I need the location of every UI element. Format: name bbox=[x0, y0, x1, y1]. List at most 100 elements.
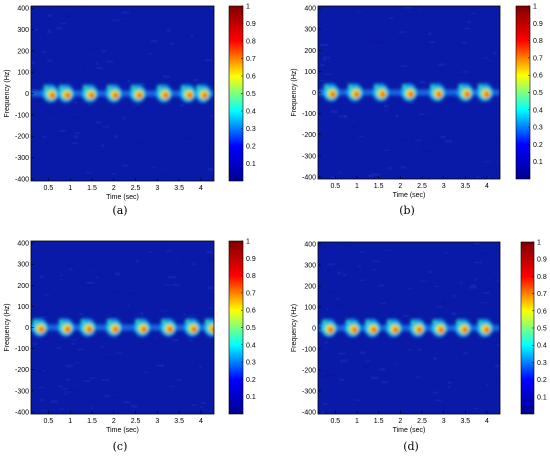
colorbar-tick-label: 0.9 bbox=[246, 256, 256, 263]
noise-cell bbox=[497, 161, 500, 163]
y-tick-label: 400 bbox=[17, 6, 29, 13]
x-tick-label: 3 bbox=[442, 183, 446, 190]
noise-cell bbox=[410, 402, 418, 405]
noise-cell bbox=[60, 22, 67, 25]
noise-cell bbox=[494, 169, 498, 172]
noise-cell bbox=[188, 314, 196, 316]
noise-cell bbox=[120, 86, 123, 89]
noise-cell bbox=[95, 62, 99, 66]
noise-cell bbox=[389, 16, 393, 20]
noise-cell bbox=[395, 114, 399, 118]
noise-cell bbox=[68, 268, 73, 271]
noise-cell bbox=[328, 242, 337, 244]
noise-cell bbox=[197, 341, 205, 344]
y-tick-label: -100 bbox=[302, 346, 316, 353]
noise-cell bbox=[212, 85, 214, 89]
colorbar-tick-label: 0.4 bbox=[246, 109, 256, 116]
y-tick-label: -200 bbox=[15, 134, 29, 141]
noise-cell bbox=[453, 294, 456, 297]
noise-cell bbox=[393, 151, 401, 153]
noise-cell bbox=[362, 15, 369, 18]
colorbar-tick-label: 0.1 bbox=[533, 159, 543, 166]
noise-cell bbox=[483, 39, 486, 43]
noise-cell bbox=[150, 7, 153, 9]
noise-cell bbox=[354, 399, 361, 401]
panel-caption: (d) bbox=[403, 440, 419, 453]
noise-cell bbox=[364, 28, 372, 30]
noise-cell bbox=[144, 371, 149, 374]
noise-cell bbox=[47, 389, 51, 392]
noise-cell bbox=[440, 135, 446, 139]
noise-cell bbox=[100, 21, 106, 24]
noise-cell bbox=[147, 52, 153, 55]
noise-cell bbox=[111, 19, 120, 22]
noise-cell bbox=[321, 138, 329, 140]
y-tick-label: -300 bbox=[15, 388, 29, 395]
noise-cell bbox=[378, 253, 381, 256]
noise-cell bbox=[326, 307, 329, 310]
noise-cell bbox=[33, 28, 38, 31]
colorbar-tick-label: 0.6 bbox=[246, 308, 256, 315]
x-tick-label: 1.5 bbox=[87, 418, 97, 425]
y-tick-label: 100 bbox=[304, 305, 316, 312]
noise-cell bbox=[162, 75, 171, 78]
noise-cell bbox=[85, 172, 92, 174]
noise-cell bbox=[208, 168, 214, 171]
noise-cell bbox=[210, 114, 214, 117]
noise-cell bbox=[437, 279, 446, 282]
zero-band bbox=[318, 325, 500, 331]
y-tick-label: 400 bbox=[304, 6, 316, 13]
colorbar-tick-label: 0.7 bbox=[246, 56, 256, 63]
noise-cell bbox=[489, 60, 492, 62]
colorbar-tick-label: 0.9 bbox=[537, 257, 547, 264]
noise-cell bbox=[383, 104, 390, 108]
y-tick-label: 300 bbox=[304, 263, 316, 270]
noise-cell bbox=[495, 364, 500, 368]
noise-cell bbox=[183, 313, 187, 316]
y-tick-label: 200 bbox=[304, 48, 316, 55]
noise-cell bbox=[50, 400, 58, 403]
colorbar-tick-label: 0.9 bbox=[246, 21, 256, 28]
noise-cell bbox=[343, 81, 348, 84]
spectral-burst bbox=[385, 319, 402, 337]
noise-cell bbox=[122, 116, 126, 120]
noise-cell bbox=[109, 273, 114, 277]
x-tick-label: 4 bbox=[485, 183, 489, 190]
noise-cell bbox=[76, 76, 82, 79]
noise-cell bbox=[337, 44, 342, 47]
noise-cell bbox=[65, 364, 73, 368]
noise-cell bbox=[139, 66, 145, 68]
noise-cell bbox=[114, 272, 121, 276]
x-tick-label: 2.5 bbox=[131, 418, 141, 425]
noise-cell bbox=[39, 275, 45, 278]
spectral-burst bbox=[429, 83, 446, 102]
noise-cell bbox=[336, 298, 341, 300]
noise-cell bbox=[206, 307, 214, 309]
noise-cell bbox=[47, 59, 52, 62]
noise-cell bbox=[497, 343, 500, 347]
spectral-burst bbox=[105, 84, 122, 103]
noise-cell bbox=[462, 71, 469, 73]
noise-cell bbox=[451, 369, 459, 373]
x-tick-label: 3.5 bbox=[460, 183, 470, 190]
noise-cell bbox=[96, 276, 99, 279]
noise-cell bbox=[33, 342, 37, 346]
noise-cell bbox=[198, 366, 202, 369]
noise-cell bbox=[415, 139, 422, 142]
x-tick-label: 0.5 bbox=[44, 418, 54, 425]
noise-cell bbox=[127, 79, 131, 83]
noise-cell bbox=[357, 121, 361, 123]
panel-caption: (c) bbox=[113, 440, 128, 453]
noise-cell bbox=[437, 20, 440, 22]
x-tick-label: 4 bbox=[199, 185, 203, 192]
noise-cell bbox=[444, 252, 449, 254]
noise-cell bbox=[353, 80, 358, 84]
noise-cell bbox=[76, 348, 85, 351]
noise-cell bbox=[64, 391, 72, 393]
noise-cell bbox=[445, 139, 452, 143]
noise-cell bbox=[174, 81, 182, 84]
noise-cell bbox=[395, 363, 399, 365]
noise-cell bbox=[421, 72, 424, 75]
noise-cell bbox=[412, 10, 420, 12]
noise-cell bbox=[40, 409, 46, 411]
